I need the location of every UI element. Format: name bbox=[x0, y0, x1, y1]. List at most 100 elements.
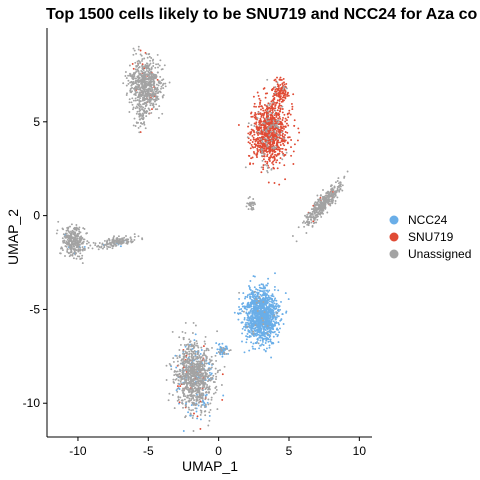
data-point bbox=[141, 96, 144, 99]
data-point bbox=[185, 364, 188, 367]
data-point bbox=[238, 306, 240, 308]
data-point bbox=[202, 392, 205, 395]
data-point bbox=[280, 92, 282, 95]
data-point bbox=[66, 238, 69, 241]
data-point bbox=[140, 54, 143, 57]
data-point bbox=[207, 378, 210, 381]
data-point bbox=[279, 76, 282, 79]
data-point bbox=[184, 321, 187, 324]
data-point bbox=[255, 295, 258, 298]
data-point bbox=[208, 369, 211, 372]
data-point bbox=[206, 401, 209, 404]
data-point bbox=[196, 415, 199, 418]
data-point bbox=[199, 370, 202, 373]
data-point bbox=[256, 310, 259, 312]
data-point bbox=[281, 82, 284, 85]
data-point bbox=[172, 378, 175, 381]
data-point bbox=[334, 191, 337, 194]
data-point bbox=[187, 346, 190, 349]
data-point bbox=[339, 188, 342, 191]
data-point bbox=[274, 92, 277, 95]
data-point bbox=[263, 315, 266, 318]
data-point bbox=[269, 338, 272, 341]
data-point bbox=[262, 168, 265, 171]
data-point bbox=[76, 235, 79, 238]
data-point bbox=[62, 240, 64, 243]
data-point bbox=[142, 78, 145, 81]
data-point bbox=[252, 204, 255, 207]
data-point bbox=[192, 389, 195, 392]
data-point bbox=[177, 382, 180, 385]
data-point bbox=[150, 73, 153, 75]
data-point bbox=[204, 398, 207, 401]
data-point bbox=[200, 404, 203, 407]
data-point bbox=[158, 82, 161, 84]
data-point bbox=[253, 286, 256, 289]
data-point bbox=[252, 332, 255, 335]
data-point bbox=[270, 356, 273, 359]
data-point bbox=[185, 384, 188, 386]
data-point bbox=[76, 237, 79, 240]
data-point bbox=[186, 348, 189, 351]
data-point bbox=[270, 130, 272, 133]
data-point bbox=[251, 310, 254, 312]
data-point bbox=[186, 352, 189, 355]
data-point bbox=[150, 102, 153, 105]
data-point bbox=[175, 377, 178, 380]
data-point bbox=[258, 124, 261, 127]
data-point bbox=[205, 349, 208, 352]
data-point bbox=[327, 202, 329, 205]
data-point bbox=[282, 88, 285, 91]
data-point bbox=[272, 163, 275, 166]
data-point bbox=[176, 387, 179, 390]
data-point bbox=[269, 316, 272, 319]
data-point bbox=[216, 330, 219, 333]
data-point bbox=[207, 403, 210, 406]
data-point bbox=[199, 418, 202, 421]
data-point bbox=[247, 312, 250, 315]
data-point bbox=[259, 117, 262, 120]
data-point bbox=[265, 319, 268, 322]
data-point bbox=[137, 126, 140, 129]
data-point bbox=[187, 400, 190, 403]
data-point bbox=[333, 186, 336, 189]
data-point bbox=[197, 396, 200, 399]
data-point bbox=[76, 255, 79, 258]
data-point bbox=[318, 205, 321, 208]
data-point bbox=[277, 88, 280, 91]
data-point bbox=[271, 109, 274, 112]
data-point bbox=[271, 117, 274, 119]
data-point bbox=[181, 373, 184, 376]
data-point bbox=[202, 394, 205, 397]
data-point bbox=[274, 150, 277, 153]
data-point bbox=[279, 95, 282, 98]
data-point bbox=[264, 109, 267, 112]
data-point bbox=[252, 308, 255, 311]
data-point bbox=[271, 301, 274, 304]
data-point bbox=[324, 194, 327, 197]
data-point bbox=[191, 383, 194, 386]
data-point bbox=[258, 139, 261, 142]
data-point bbox=[315, 221, 318, 224]
data-point bbox=[270, 127, 273, 130]
data-point bbox=[278, 323, 280, 326]
data-point bbox=[121, 240, 124, 243]
data-point bbox=[260, 115, 263, 118]
data-point bbox=[265, 110, 268, 113]
data-point bbox=[261, 150, 264, 153]
data-point bbox=[252, 202, 255, 205]
data-point bbox=[257, 312, 260, 315]
data-point bbox=[263, 290, 266, 292]
data-point bbox=[260, 171, 263, 174]
data-point bbox=[264, 149, 266, 152]
data-point bbox=[252, 347, 255, 350]
data-point bbox=[141, 75, 144, 78]
data-point bbox=[132, 124, 135, 127]
data-point bbox=[270, 294, 273, 297]
data-point bbox=[195, 363, 198, 366]
data-point bbox=[139, 49, 142, 52]
data-point bbox=[325, 192, 328, 195]
data-point bbox=[271, 152, 274, 155]
data-point bbox=[278, 152, 281, 155]
data-point bbox=[260, 328, 263, 331]
